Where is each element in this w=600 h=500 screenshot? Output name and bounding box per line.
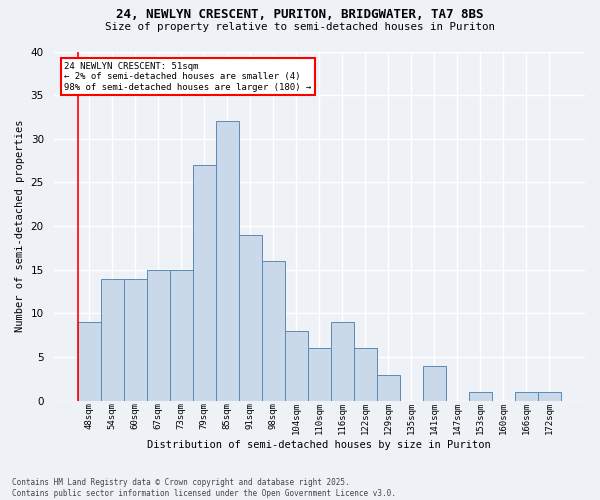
Text: Contains HM Land Registry data © Crown copyright and database right 2025.
Contai: Contains HM Land Registry data © Crown c… — [12, 478, 396, 498]
Bar — [216, 122, 239, 401]
Text: Size of property relative to semi-detached houses in Puriton: Size of property relative to semi-detach… — [105, 22, 495, 32]
Bar — [170, 270, 193, 401]
Bar — [77, 322, 101, 401]
Bar — [377, 374, 400, 401]
Bar — [262, 261, 285, 401]
Bar — [101, 278, 124, 401]
Bar — [515, 392, 538, 401]
Bar — [469, 392, 492, 401]
Bar — [147, 270, 170, 401]
Bar — [193, 165, 216, 401]
Bar — [538, 392, 561, 401]
Bar — [239, 235, 262, 401]
Text: 24, NEWLYN CRESCENT, PURITON, BRIDGWATER, TA7 8BS: 24, NEWLYN CRESCENT, PURITON, BRIDGWATER… — [116, 8, 484, 20]
Text: 24 NEWLYN CRESCENT: 51sqm
← 2% of semi-detached houses are smaller (4)
98% of se: 24 NEWLYN CRESCENT: 51sqm ← 2% of semi-d… — [64, 62, 311, 92]
Bar — [354, 348, 377, 401]
Bar — [308, 348, 331, 401]
Bar — [423, 366, 446, 401]
Bar — [124, 278, 147, 401]
Bar — [285, 331, 308, 401]
Bar — [331, 322, 354, 401]
X-axis label: Distribution of semi-detached houses by size in Puriton: Distribution of semi-detached houses by … — [148, 440, 491, 450]
Y-axis label: Number of semi-detached properties: Number of semi-detached properties — [15, 120, 25, 332]
